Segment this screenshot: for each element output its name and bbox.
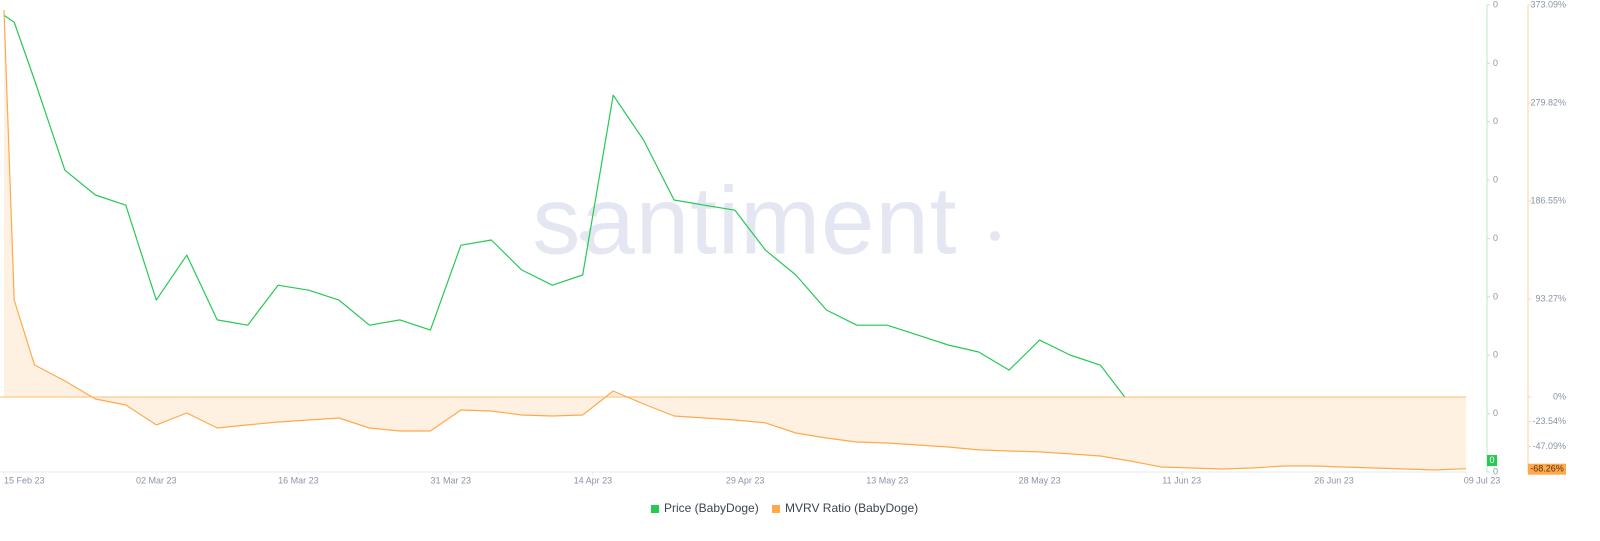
y2-tick-label: -23.54% [1532,416,1566,426]
y2-tick-label: 186.55% [1530,195,1566,205]
value-badge [1487,455,1497,467]
value-badge [1528,463,1566,475]
value-badge-label: -68.26% [1530,464,1564,474]
y2-tick-label: 373.09% [1530,0,1566,9]
x-tick-label: 13 May 23 [866,475,908,485]
x-tick-label: 09 Jul 23 [1464,475,1501,485]
x-tick-label: 28 May 23 [1019,475,1061,485]
x-tick-label: 02 Mar 23 [136,475,177,485]
y2-tick-label: 0% [1553,391,1566,401]
x-tick-label: 26 Jun 23 [1314,475,1354,485]
watermark: santiment [532,167,957,274]
x-tick-label: 15 Feb 23 [4,475,45,485]
y2-tick-label: 93.27% [1535,293,1566,303]
y-tick-label: 0 [1493,408,1498,418]
y-tick-label: 0 [1493,116,1498,126]
watermark-dot [580,231,590,241]
x-tick-label: 16 Mar 23 [278,475,319,485]
legend-label: MVRV Ratio (BabyDoge) [785,501,918,515]
y-tick-label: 0 [1493,466,1498,476]
watermark-dot [990,231,1000,241]
y2-tick-label: 279.82% [1530,97,1566,107]
x-tick-label: 14 Apr 23 [574,475,613,485]
y-tick-label: 0 [1493,350,1498,360]
line [3,9,1467,471]
y2-tick-label: -47.09% [1532,441,1566,451]
y-tick-label: 0 [1493,58,1498,68]
legend-label: Price (BabyDoge) [664,501,759,515]
legend-swatch [772,505,780,513]
x-tick-label: 31 Mar 23 [430,475,471,485]
value-badge-label: 0 [1489,455,1494,465]
y-tick-label: 0 [1493,175,1498,185]
area [4,10,1466,470]
legend-swatch [651,505,659,513]
y-tick-label: 0 [1493,233,1498,243]
y-tick-label: 0 [1493,0,1498,9]
x-tick-label: 11 Jun 23 [1162,475,1201,485]
y-tick-label: 0 [1493,291,1498,301]
x-tick-label: 29 Apr 23 [726,475,765,485]
